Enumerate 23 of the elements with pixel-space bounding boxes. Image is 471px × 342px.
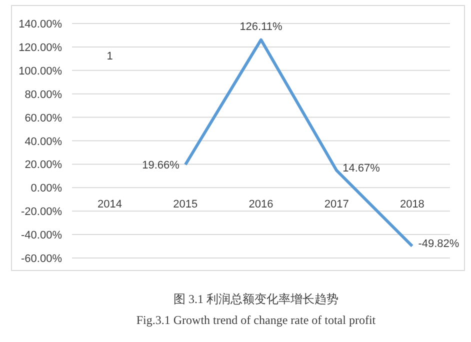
y-tick-label: 140.00% [18,18,62,30]
x-tick-label: 2017 [324,198,349,211]
x-tick-label: 2016 [248,198,274,211]
x-tick-label: 2014 [98,198,122,211]
y-tick-label: 20.00% [24,159,62,172]
caption: Fig.3.1 Growth trend of change rate of total profit [136,313,376,327]
data-label: -49.82% [418,238,460,250]
caption: 图 3.1 利润总额变化率增长趋势 [174,292,338,306]
y-tick-label: 80.00% [24,88,62,101]
x-tick-label: 2018 [400,198,424,211]
y-tick-label: 0.00% [30,182,62,195]
y-tick-label: 100.00% [18,65,62,78]
y-tick-label: 60.00% [24,112,62,124]
y-tick-label: -40.00% [21,230,62,242]
data-label: 19.66% [142,160,180,172]
y-tick-label: 120.00% [18,42,62,54]
data-label: 14.67% [342,162,380,174]
data-label: 126.11% [240,20,283,33]
y-tick-label: -60.00% [21,253,62,265]
x-tick-label: 2015 [173,198,198,211]
annotation: 1 [106,50,113,62]
y-tick-label: -20.00% [21,206,62,218]
y-tick-label: 40.00% [24,136,62,148]
